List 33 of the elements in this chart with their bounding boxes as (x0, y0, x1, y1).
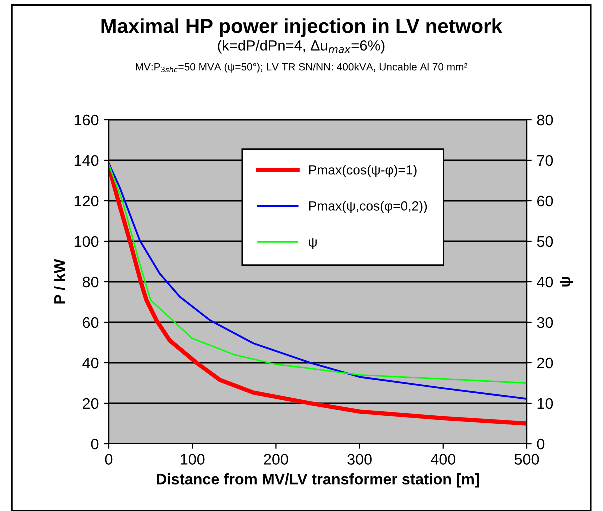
text: MV:P$_{3shc}$=50 MVA (ψ=50°); LV TR SN/NN: 400kVA, Uncable Al 70 mm² (136, 63, 468, 73)
y-tick-label: 40 (82, 358, 99, 369)
x-tick-label: 400 (431, 454, 456, 465)
y2-tick-label: 10 (538, 398, 554, 410)
x-tick-label: 500 (514, 454, 540, 465)
y2-tick-label: 30 (537, 317, 554, 328)
y2-tick-label: 20 (537, 358, 554, 369)
x-tick-label: 200 (264, 454, 288, 465)
y-tick-label: 140 (74, 155, 99, 166)
legend-label: Pmax(cos(ψ-φ)=1) (309, 165, 417, 178)
x-tick-label: 300 (348, 454, 372, 465)
y2-tick-label: 0 (537, 438, 545, 450)
y-tick-label: 160 (74, 114, 99, 126)
y2-tick-label: 80 (537, 114, 554, 126)
legend-label: ψ (309, 238, 317, 250)
legend-label: Pmax(ψ,cos(φ=0,2)) (309, 201, 428, 214)
x-axis-title: Distance from MV/LV transformer station [m] (157, 474, 480, 488)
y-tick-label: 60 (83, 317, 99, 328)
y2-tick-label: 70 (538, 155, 554, 166)
y-axis-title: P / kW (54, 259, 66, 304)
y-tick-label: 20 (83, 398, 99, 410)
y-tick-label: 0 (91, 438, 99, 450)
chart-subtitle: (k=dP/dPn=4, Δu$_{max}$=6%) (218, 40, 385, 54)
y2-tick-label: 60 (538, 196, 554, 207)
x-tick-label: 100 (181, 454, 205, 465)
y-tick-label: 80 (82, 276, 99, 288)
chart-title: Maximal HP power injection in LV network (102, 18, 503, 38)
y-tick-label: 100 (74, 236, 99, 248)
y2-axis-title: ψ (560, 277, 574, 287)
x-tick-label: 0 (105, 454, 113, 465)
y2-tick-label: 50 (537, 236, 554, 248)
y2-tick-label: 40 (537, 276, 554, 288)
y-tick-label: 120 (74, 196, 99, 207)
